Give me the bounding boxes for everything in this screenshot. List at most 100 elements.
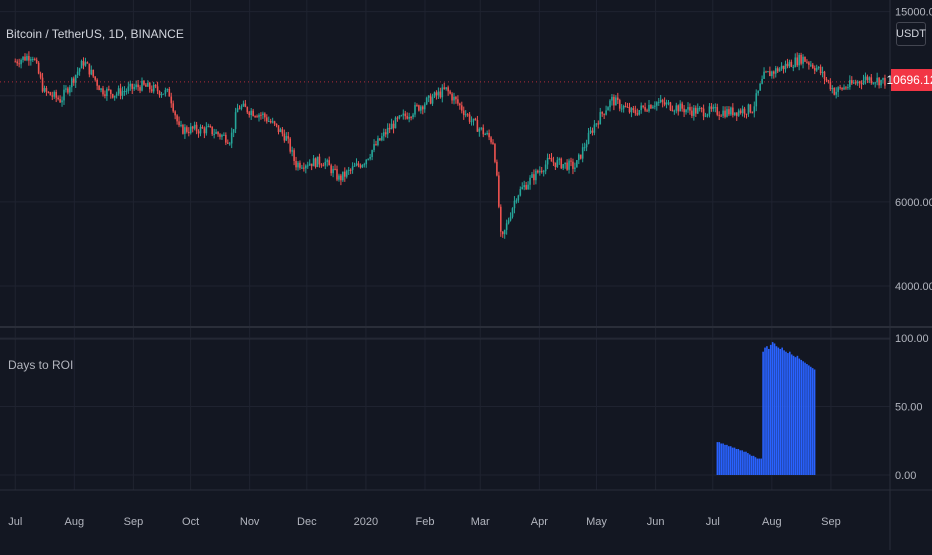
roi-bar [775,346,778,475]
candle [343,171,346,177]
price-axis-label: 4000.00 [895,281,932,293]
candle [587,132,590,144]
candle [174,111,176,116]
candle [632,108,635,111]
candle [193,124,196,129]
candle [30,59,32,61]
candle [359,165,362,168]
candle [351,166,354,170]
candle [293,150,295,161]
candle [831,88,834,90]
candle [355,163,358,166]
candle [435,92,438,96]
candle [178,121,180,126]
candle [35,59,38,63]
candle [815,67,818,71]
last-price-label: 10696.12 [886,69,932,91]
candle [41,77,44,92]
time-axis-label: Apr [531,516,548,528]
roi-bar [766,346,768,475]
candle [254,116,256,118]
candle [819,66,822,74]
roi-bar [777,347,780,475]
candle [607,107,609,111]
candle [76,71,79,75]
candle [453,96,455,101]
candle [127,86,130,91]
candle [152,85,155,92]
roi-bar [731,447,734,475]
candle [494,144,496,162]
candle [730,107,732,115]
candle [523,185,525,188]
candle [577,154,580,161]
candle [665,102,668,105]
candle [100,88,102,91]
candle [767,71,769,73]
candle [806,61,808,63]
candle [636,113,639,115]
candle [537,170,539,173]
candle [788,61,791,67]
candle [250,110,252,116]
candle [349,169,352,171]
candle [733,112,736,116]
candle [156,86,159,92]
candle [414,105,416,115]
candle [51,95,54,97]
candle [260,114,262,116]
roi-bar [743,451,745,475]
candle [835,91,837,95]
candle [839,87,841,89]
candle [628,106,631,113]
candle [59,99,61,103]
candle [133,87,135,89]
candle [659,99,662,102]
indicator-title: Days to ROI [8,358,74,372]
candle [591,130,594,133]
roi-bar [718,442,721,475]
candle [843,87,845,90]
main-pane[interactable] [0,0,890,327]
candle [780,65,783,69]
candle [763,71,765,79]
candle [316,156,319,168]
roi-bar [787,353,789,475]
roi-bar [808,365,810,475]
candle [230,132,233,144]
candle [712,107,715,109]
candle [326,160,329,162]
candle [796,57,798,66]
candle [689,107,691,111]
candle [810,64,812,66]
candle [215,131,217,134]
candle [205,126,208,134]
candle [345,170,348,177]
candle [160,94,163,96]
candle [782,65,785,70]
candle [624,105,627,107]
currency-button[interactable]: USDT [896,22,926,46]
candle [714,107,717,109]
candle [462,110,465,116]
candle [108,88,110,90]
candle [630,108,633,113]
candle [342,171,344,181]
candle [24,56,26,61]
candle [802,56,804,64]
candle [168,88,171,97]
roi-bar [783,350,785,475]
candle [104,94,106,97]
candle [402,113,405,116]
candle [33,58,36,60]
candle [176,115,178,122]
candle [864,76,867,80]
candle [180,124,182,126]
candle [166,88,169,91]
roi-bar [779,348,782,475]
candle [821,71,824,74]
indicator-axis-label: 100.00 [895,333,929,345]
roi-bar [722,443,724,475]
